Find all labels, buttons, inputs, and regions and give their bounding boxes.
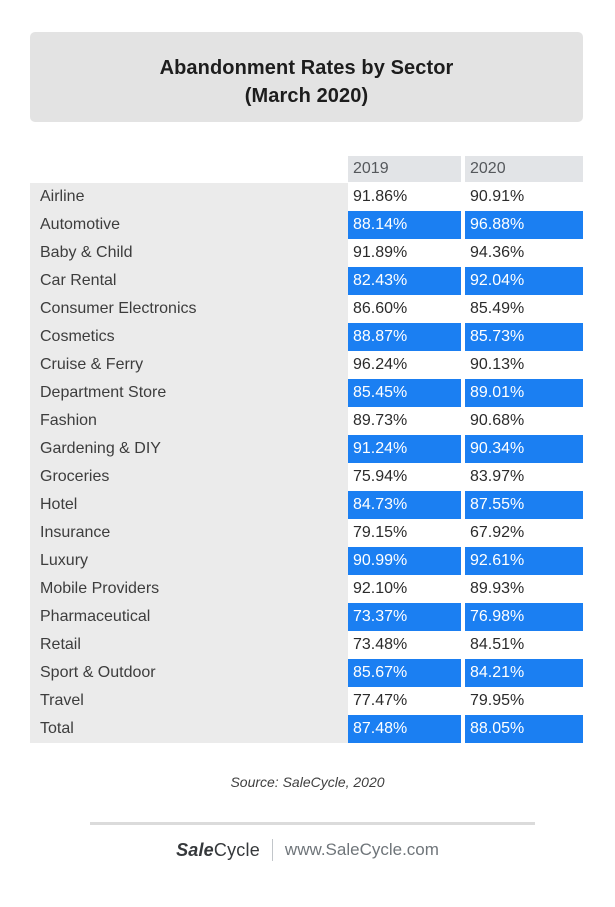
logo-divider-line — [271, 839, 273, 861]
sector-label: Baby & Child — [30, 239, 348, 267]
sector-label: Department Store — [30, 379, 348, 407]
sector-label: Mobile Providers — [30, 575, 348, 603]
value-2020: 89.93% — [465, 575, 583, 603]
sector-label: Cosmetics — [30, 323, 348, 351]
sector-label: Hotel — [30, 491, 348, 519]
column-header-2019: 2019 — [348, 156, 461, 182]
value-2019: 85.45% — [348, 379, 461, 407]
source-note: Source: SaleCycle, 2020 — [230, 774, 385, 790]
value-2019: 82.43% — [348, 267, 461, 295]
value-2020: 90.34% — [465, 435, 583, 463]
value-2020: 90.13% — [465, 351, 583, 379]
sector-label: Fashion — [30, 407, 348, 435]
value-2020: 84.51% — [465, 631, 583, 659]
table-row: Groceries 75.94% 83.97% — [30, 463, 583, 491]
value-2020: 96.88% — [465, 211, 583, 239]
sector-label: Cruise & Ferry — [30, 351, 348, 379]
table-body: Airline 91.86% 90.91% Automotive 88.14% 96.88… — [30, 183, 583, 743]
value-2019: 79.15% — [348, 519, 461, 547]
value-2020: 85.49% — [465, 295, 583, 323]
value-2020: 94.36% — [465, 239, 583, 267]
table-row: Pharmaceutical 73.37% 76.98% — [30, 603, 583, 631]
sector-label: Luxury — [30, 547, 348, 575]
table-row: Cruise & Ferry 96.24% 90.13% — [30, 351, 583, 379]
value-2020: 67.92% — [465, 519, 583, 547]
value-2020: 76.98% — [465, 603, 583, 631]
sector-label: Pharmaceutical — [30, 603, 348, 631]
sector-label: Airline — [30, 183, 348, 211]
table-row: Mobile Providers 92.10% 89.93% — [30, 575, 583, 603]
header-spacer — [30, 156, 348, 182]
page-title: Abandonment Rates by Sector (March 2020) — [160, 54, 454, 110]
logo-text-bold: Sale — [176, 839, 214, 860]
table-row: Luxury 90.99% 92.61% — [30, 547, 583, 575]
value-2020: 89.01% — [465, 379, 583, 407]
value-2020: 84.21% — [465, 659, 583, 687]
value-2020: 90.68% — [465, 407, 583, 435]
table-row: Total 87.48% 88.05% — [30, 715, 583, 743]
value-2019: 91.86% — [348, 183, 461, 211]
sector-label: Insurance — [30, 519, 348, 547]
column-header-2020: 2020 — [465, 156, 583, 182]
table-row: Insurance 79.15% 67.92% — [30, 519, 583, 547]
value-2020: 92.61% — [465, 547, 583, 575]
table-row: Sport & Outdoor 85.67% 84.21% — [30, 659, 583, 687]
table-row: Car Rental 82.43% 92.04% — [30, 267, 583, 295]
table-row: Hotel 84.73% 87.55% — [30, 491, 583, 519]
sector-label: Retail — [30, 631, 348, 659]
value-2019: 75.94% — [348, 463, 461, 491]
value-2019: 88.14% — [348, 211, 461, 239]
value-2020: 87.55% — [465, 491, 583, 519]
value-2019: 77.47% — [348, 687, 461, 715]
value-2020: 85.73% — [465, 323, 583, 351]
value-2019: 73.48% — [348, 631, 461, 659]
table-row: Retail 73.48% 84.51% — [30, 631, 583, 659]
value-2020: 79.95% — [465, 687, 583, 715]
sector-label: Sport & Outdoor — [30, 659, 348, 687]
value-2019: 85.67% — [348, 659, 461, 687]
value-2020: 88.05% — [465, 715, 583, 743]
sector-label: Travel — [30, 687, 348, 715]
footer-divider — [90, 822, 535, 825]
value-2019: 87.48% — [348, 715, 461, 743]
logo-text-regular: Cycle — [213, 839, 260, 860]
sector-label: Gardening & DIY — [30, 435, 348, 463]
page-title-line2: (March 2020) — [244, 85, 369, 107]
value-2020: 92.04% — [465, 267, 583, 295]
table-row: Gardening & DIY 91.24% 90.34% — [30, 435, 583, 463]
sector-label: Car Rental — [30, 267, 348, 295]
salecycle-logo: SaleCycle — [176, 840, 260, 861]
value-2019: 88.87% — [348, 323, 461, 351]
value-2019: 91.89% — [348, 239, 461, 267]
value-2019: 92.10% — [348, 575, 461, 603]
table-row: Travel 77.47% 79.95% — [30, 687, 583, 715]
sector-label: Automotive — [30, 211, 348, 239]
sector-label: Groceries — [30, 463, 348, 491]
sector-label: Total — [30, 715, 348, 743]
table-row: Automotive 88.14% 96.88% — [30, 211, 583, 239]
table-row: Baby & Child 91.89% 94.36% — [30, 239, 583, 267]
value-2020: 83.97% — [465, 463, 583, 491]
table-row: Airline 91.86% 90.91% — [30, 183, 583, 211]
page-title-line1: Abandonment Rates by Sector — [159, 57, 454, 79]
table-row: Consumer Electronics 86.60% 85.49% — [30, 295, 583, 323]
abandonment-rates-table: 2019 2020 Airline 91.86% 90.91% Automotive 8… — [30, 156, 583, 743]
table-row: Department Store 85.45% 89.01% — [30, 379, 583, 407]
table-header-row: 2019 2020 — [30, 156, 583, 182]
value-2019: 89.73% — [348, 407, 461, 435]
footer: SaleCycle www.SaleCycle.com — [0, 838, 615, 862]
table-row: Fashion 89.73% 90.68% — [30, 407, 583, 435]
table-row: Cosmetics 88.87% 85.73% — [30, 323, 583, 351]
website-url: www.SaleCycle.com — [284, 840, 439, 859]
title-box: Abandonment Rates by Sector (March 2020) — [30, 32, 583, 122]
value-2019: 86.60% — [348, 295, 461, 323]
value-2019: 73.37% — [348, 603, 461, 631]
sector-label: Consumer Electronics — [30, 295, 348, 323]
value-2020: 90.91% — [465, 183, 583, 211]
value-2019: 90.99% — [348, 547, 461, 575]
value-2019: 96.24% — [348, 351, 461, 379]
value-2019: 84.73% — [348, 491, 461, 519]
value-2019: 91.24% — [348, 435, 461, 463]
